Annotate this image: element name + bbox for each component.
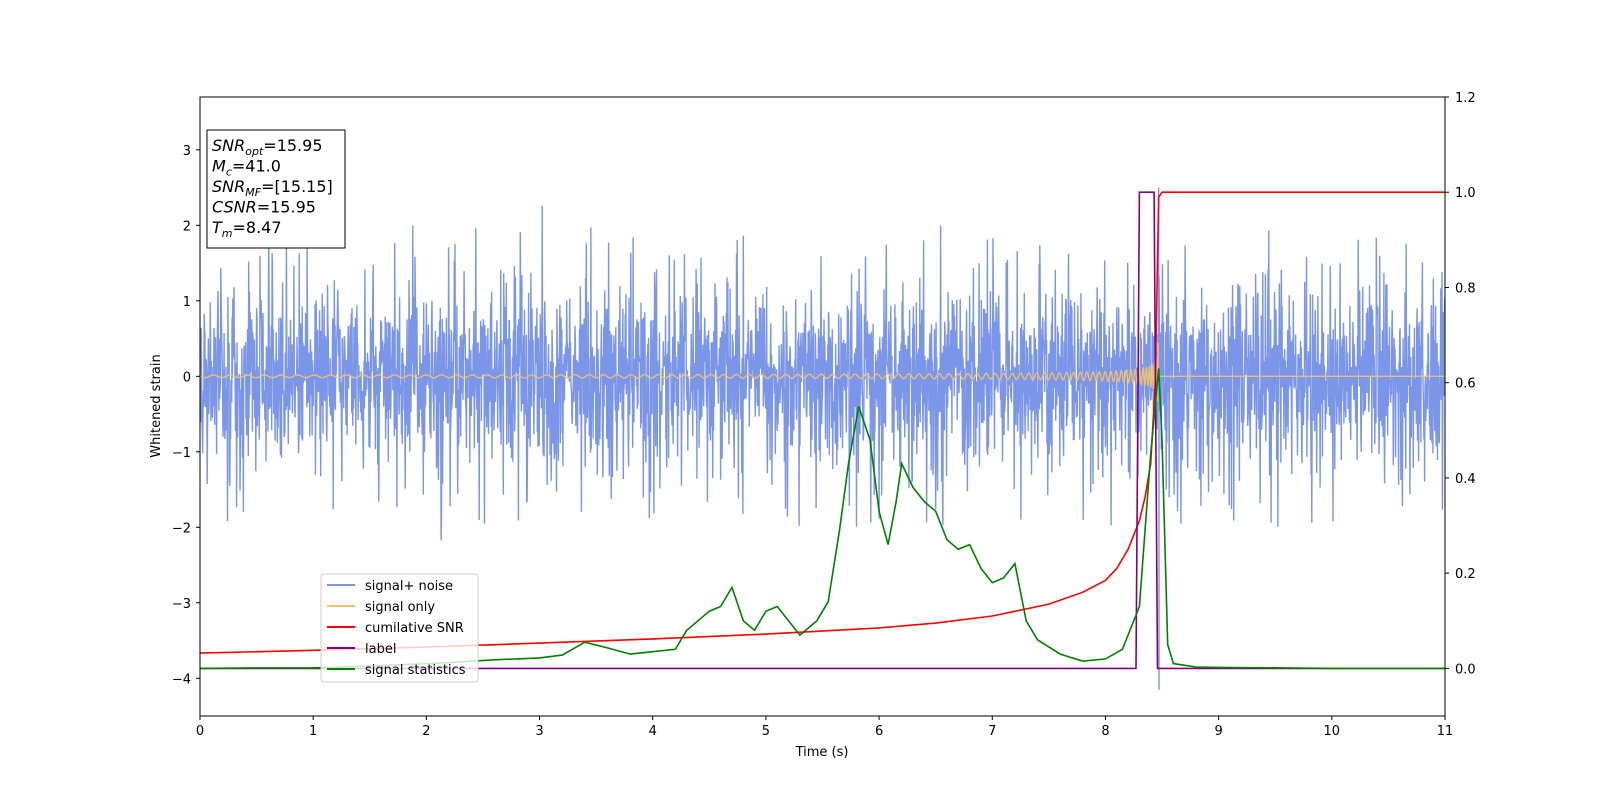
legend-label: cumilative SNR [365, 621, 464, 636]
x-tick-label: 3 [535, 724, 543, 739]
info-box-line: SNRMF=[15.15] [212, 177, 333, 199]
y-left-tick-label: −2 [172, 521, 191, 536]
x-tick-label: 6 [875, 724, 883, 739]
plot-frame [199, 96, 1446, 717]
signal-only-line [200, 342, 1445, 402]
signal-noise-line [200, 205, 1445, 541]
y-left-tick-label: −4 [172, 672, 191, 687]
y-right-tick-label: 0.6 [1455, 377, 1476, 392]
y-left-tick-label: 2 [183, 219, 191, 234]
x-tick-label: 4 [649, 724, 657, 739]
y-left-tick-label: 1 [183, 295, 191, 310]
x-tick-label: 9 [1214, 724, 1222, 739]
y-left-tick-label: 0 [183, 370, 191, 385]
info-box-line: Tm=8.47 [212, 218, 282, 240]
y-right-tick-label: 0.8 [1455, 281, 1476, 296]
cumulative-snr-line [200, 191, 1445, 654]
legend-label: signal+ noise [365, 579, 453, 594]
x-tick-label: 2 [422, 724, 430, 739]
x-tick-label: 8 [1101, 724, 1109, 739]
info-box-line: CSNR=15.95 [212, 198, 316, 217]
info-box: SNRopt=15.95Mc=41.0SNRMF=[15.15]CSNR=15.… [206, 129, 346, 249]
y-right-tick-label: 0.2 [1455, 567, 1476, 582]
info-box-line: SNRopt=15.95 [212, 136, 323, 158]
y-right-tick-label: 0.0 [1455, 662, 1476, 677]
legend-frame [320, 573, 479, 683]
x-axis-label: Time (s) [795, 745, 849, 760]
legend-label: signal statistics [365, 663, 466, 678]
y-left-tick-label: −3 [172, 597, 191, 612]
x-tick-label: 10 [1324, 724, 1341, 739]
info-box-line: Mc=41.0 [212, 157, 281, 179]
x-tick-label: 1 [309, 724, 317, 739]
x-tick-label: 0 [196, 724, 204, 739]
y-left-tick-label: 3 [183, 144, 191, 159]
y-right-tick-label: 1.0 [1455, 186, 1476, 201]
x-tick-label: 5 [762, 724, 770, 739]
y-right-tick-label: 1.2 [1455, 91, 1476, 106]
info-box-frame [206, 129, 346, 249]
legend-label: label [365, 642, 396, 657]
y-axis-label: Whitened strain [149, 354, 164, 457]
x-tick-label: 7 [988, 724, 996, 739]
plot-area [200, 187, 1445, 690]
signal-statistics-line [200, 368, 1445, 670]
legend-label: signal only [365, 600, 435, 615]
y-right-tick-label: 0.4 [1455, 472, 1476, 487]
legend: signal+ noise signal only cumilative SNR la… [320, 573, 479, 683]
label-line [200, 191, 1445, 670]
axes: 0 1 2 3 4 5 6 7 8 9 10 11 −4 −3 −2 −1 0 1 2 3 0.0 0.2 0.4 0.6 0.… [172, 91, 1476, 739]
y-left-tick-label: −1 [172, 446, 191, 461]
x-tick-label: 11 [1437, 724, 1454, 739]
